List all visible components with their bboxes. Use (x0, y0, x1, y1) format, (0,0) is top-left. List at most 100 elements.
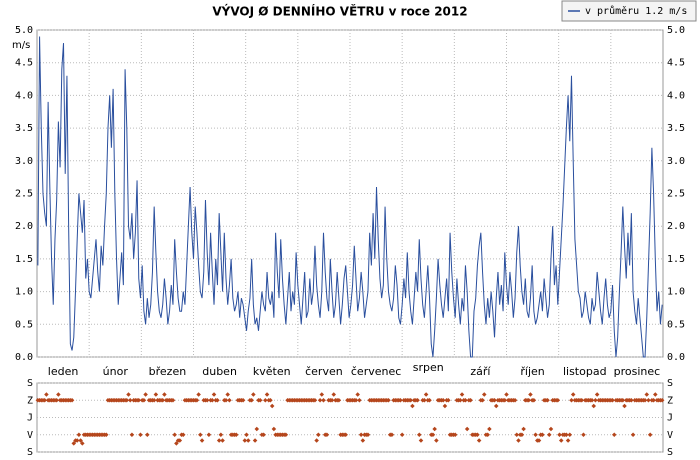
direction-point (432, 426, 437, 432)
direction-point (630, 432, 636, 438)
direction-point (174, 441, 179, 446)
x-tick-label: říjen (520, 365, 544, 378)
y-tick-label: V (27, 430, 33, 441)
y-tick-label: 0.0 (15, 352, 33, 363)
y-tick-label-right: 1.0 (667, 287, 685, 298)
direction-point (589, 397, 595, 403)
direction-point (127, 397, 133, 403)
direction-point (218, 432, 224, 438)
direction-point (610, 397, 615, 403)
direction-point (136, 397, 142, 403)
y-tick-label: 1.0 (15, 287, 33, 298)
direction-point (485, 432, 490, 438)
direction-point (321, 397, 326, 403)
x-tick-label: prosinec (614, 365, 661, 378)
direction-point (317, 397, 323, 403)
direction-point (215, 397, 220, 403)
direction-point (314, 438, 319, 443)
direction-point (204, 397, 210, 403)
direction-point (442, 403, 448, 409)
direction-point (531, 397, 537, 403)
direction-point (415, 397, 420, 403)
y-tick-label-right: 4.0 (667, 90, 685, 101)
direction-point (555, 397, 561, 403)
direction-point (468, 397, 473, 403)
direction-point (594, 392, 600, 397)
x-tick-label: září (470, 365, 491, 378)
direction-point (458, 397, 463, 403)
direction-point (629, 397, 634, 403)
direction-point (430, 432, 436, 438)
y-tick-label: 0.5 (15, 319, 33, 330)
direction-point (521, 426, 526, 432)
direction-point (591, 403, 596, 409)
direction-point (593, 397, 598, 403)
y-tick-label: J (27, 413, 33, 424)
direction-point (427, 397, 432, 403)
y-tick-label-right: 3.0 (667, 156, 685, 167)
direction-point (620, 397, 626, 403)
direction-point (312, 397, 318, 403)
direction-point (642, 397, 648, 403)
x-tick-label: únor (103, 365, 129, 378)
direction-point (540, 432, 545, 438)
direction-point (440, 397, 446, 403)
direction-point (126, 392, 131, 397)
x-tick-label: březen (149, 365, 187, 378)
y-tick-label-right: 4.5 (667, 58, 685, 69)
direction-point (74, 438, 80, 443)
direction-point (210, 397, 215, 403)
y-tick-label-right: 3.5 (667, 123, 685, 134)
direction-point (422, 397, 427, 403)
x-tick-label: květen (253, 365, 291, 378)
y-tick-label: 4.5 (15, 58, 33, 69)
direction-point (622, 403, 627, 409)
direction-point (651, 397, 656, 403)
direction-point (570, 392, 576, 397)
direction-point (138, 432, 143, 438)
y-tick-label-right: 2.0 (667, 221, 685, 232)
direction-point (526, 397, 531, 403)
direction-point (463, 397, 468, 403)
x-tick-label: listopad (563, 365, 607, 378)
direction-point (177, 438, 183, 443)
direction-point (220, 438, 225, 443)
direction-point (264, 392, 270, 397)
direction-point (263, 397, 268, 403)
direction-point (452, 432, 458, 438)
direction-point (357, 397, 362, 403)
y-tick-label-right: S (667, 378, 673, 389)
direction-point (269, 403, 275, 409)
y-tick-label: 5.0 (15, 25, 33, 36)
x-tick-label: srpen (413, 361, 444, 374)
direction-point (319, 392, 325, 397)
direction-point (365, 432, 371, 438)
direction-point (151, 397, 157, 403)
direction-point (482, 392, 487, 397)
x-tick-label: leden (48, 365, 79, 378)
direction-point (386, 397, 391, 403)
direction-point (257, 397, 263, 403)
direction-point (343, 432, 348, 438)
wind-line (37, 36, 663, 358)
y-tick-label: 3.5 (15, 123, 33, 134)
y-tick-label-right: 0.5 (667, 319, 685, 330)
direction-point (557, 432, 562, 438)
direction-point (512, 397, 518, 403)
y-tick-label: 3.0 (15, 156, 33, 167)
direction-point (389, 432, 395, 438)
direction-point (331, 392, 337, 397)
direction-point (283, 432, 289, 438)
chart-title: VÝVOJ Ø DENNÍHO VĚTRU v roce 2012 (212, 4, 467, 19)
direction-point (487, 426, 492, 432)
y-tick-label: S (27, 447, 33, 458)
direction-point (198, 432, 203, 438)
y-tick-label: S (27, 378, 33, 389)
direction-point (172, 432, 177, 438)
direction-point (434, 438, 439, 443)
y-tick-label-right: 0.0 (667, 352, 685, 363)
direction-point (493, 403, 499, 409)
direction-point (546, 432, 552, 438)
legend-box (561, 0, 697, 22)
